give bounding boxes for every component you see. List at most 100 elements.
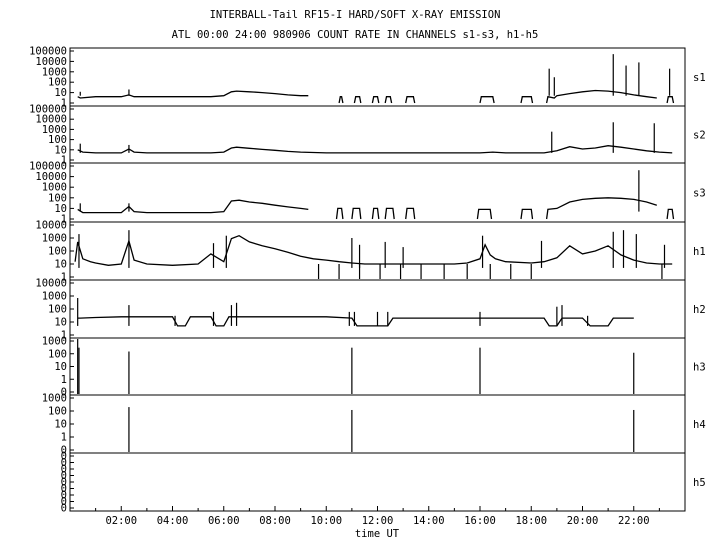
y-tick-label-h5: 0 bbox=[61, 477, 67, 489]
series-line-s1 bbox=[353, 96, 362, 104]
series-line-s1 bbox=[520, 96, 534, 104]
series-line-s3 bbox=[476, 208, 493, 220]
y-tick-label-h3: 1 bbox=[61, 374, 67, 386]
y-tick-label-h2: 10000 bbox=[35, 278, 67, 290]
channel-label-h4: h4 bbox=[693, 419, 706, 431]
y-tick-label-s3: 1000 bbox=[42, 182, 67, 194]
y-tick-label-h2: 100 bbox=[48, 304, 67, 316]
channel-label-s2: s2 bbox=[693, 130, 706, 142]
y-tick-label-s1: 100 bbox=[48, 77, 67, 89]
y-tick-label-s3: 100000 bbox=[29, 161, 67, 173]
y-tick-label-h5: 0 bbox=[61, 464, 67, 476]
y-tick-label-s2: 100 bbox=[48, 134, 67, 146]
y-tick-label-s1: 10 bbox=[54, 87, 67, 99]
y-tick-label-h1: 1 bbox=[61, 272, 67, 284]
y-tick-label-h4: 100 bbox=[48, 406, 67, 418]
y-tick-label-h4: 1000 bbox=[42, 393, 67, 405]
y-tick-label-h3: 0 bbox=[61, 387, 67, 399]
series-line-s1 bbox=[77, 90, 309, 99]
channel-label-h2: h2 bbox=[693, 304, 706, 316]
channel-label-h3: h3 bbox=[693, 362, 706, 374]
x-tick-label: 02:00 bbox=[105, 515, 137, 527]
y-tick-label-h2: 1000 bbox=[42, 291, 67, 303]
y-tick-label-h3: 100 bbox=[48, 348, 67, 360]
y-tick-label-h4: 0 bbox=[61, 445, 67, 457]
y-tick-label-h5: 0 bbox=[61, 483, 67, 495]
y-tick-label-h5: 0 bbox=[61, 496, 67, 508]
y-tick-label-s1: 100000 bbox=[29, 46, 67, 58]
channel-label-h5: h5 bbox=[693, 477, 706, 489]
panels-group: 100000100001000100101s110000010000100010… bbox=[29, 46, 706, 515]
x-tick-label: 10:00 bbox=[310, 515, 342, 527]
y-tick-label-h1: 10000 bbox=[35, 220, 67, 232]
series-line-s3 bbox=[405, 207, 416, 220]
chart-title: INTERBALL-Tail RF15-I HARD/SOFT X-RAY EM… bbox=[210, 9, 501, 21]
x-tick-label: 20:00 bbox=[567, 515, 599, 527]
y-tick-label-h1: 10 bbox=[54, 259, 67, 271]
series-line-s3 bbox=[371, 207, 380, 220]
y-tick-label-h1: 100 bbox=[48, 246, 67, 258]
y-tick-label-h2: 1 bbox=[61, 330, 67, 342]
x-tick-label: 04:00 bbox=[157, 515, 189, 527]
series-line-s3 bbox=[384, 207, 395, 220]
x-tick-label: 12:00 bbox=[362, 515, 394, 527]
y-tick-label-h5: 0 bbox=[61, 503, 67, 515]
y-tick-label-h5: 0 bbox=[61, 490, 67, 502]
y-tick-label-h5: 0 bbox=[61, 470, 67, 482]
series-line-s3 bbox=[351, 207, 362, 220]
y-tick-label-h3: 1000 bbox=[42, 336, 67, 348]
y-tick-label-s1: 10000 bbox=[35, 56, 67, 68]
channel-label-s1: s1 bbox=[693, 72, 706, 84]
y-tick-label-h2: 10 bbox=[54, 317, 67, 329]
y-tick-label-s3: 10 bbox=[54, 203, 67, 215]
y-tick-label-s2: 10 bbox=[54, 144, 67, 156]
x-tick-label: 06:00 bbox=[208, 515, 240, 527]
y-tick-label-h4: 1 bbox=[61, 432, 67, 444]
series-line-s1 bbox=[479, 96, 495, 104]
y-tick-label-s3: 100 bbox=[48, 192, 67, 204]
series-line-s1 bbox=[384, 96, 393, 104]
series-line-s3 bbox=[666, 208, 675, 220]
y-tick-label-h5: 0 bbox=[61, 451, 67, 463]
y-tick-label-s2: 1 bbox=[61, 155, 67, 167]
y-tick-label-h1: 1000 bbox=[42, 233, 67, 245]
x-axis: 02:00 04:00 06:00 08:00 10:00 12:00 14:00 16:00… bbox=[95, 506, 660, 527]
series-line-s1 bbox=[338, 96, 344, 104]
x-tick-label: 22:00 bbox=[618, 515, 650, 527]
x-tick-label: 16:00 bbox=[464, 515, 496, 527]
series-line-s3 bbox=[335, 207, 344, 220]
y-tick-label-s3: 1 bbox=[61, 214, 67, 226]
x-tick-label: 14:00 bbox=[413, 515, 445, 527]
series-line-s3 bbox=[520, 208, 534, 220]
chart-subtitle: ATL 00:00 24:00 980906 COUNT RATE IN CHA… bbox=[172, 29, 539, 41]
x-axis-label: time UT bbox=[355, 528, 400, 540]
series-line-s1 bbox=[666, 96, 675, 104]
y-tick-label-s2: 100000 bbox=[29, 104, 67, 116]
channel-label-s3: s3 bbox=[693, 188, 706, 200]
y-tick-label-s1: 1 bbox=[61, 98, 67, 110]
series-line-s2 bbox=[77, 145, 673, 154]
series-line-s1 bbox=[371, 96, 380, 104]
series-line-h2 bbox=[77, 316, 634, 327]
y-tick-label-s2: 10000 bbox=[35, 114, 67, 126]
x-tick-label: 08:00 bbox=[259, 515, 291, 527]
y-tick-label-h5: 0 bbox=[61, 457, 67, 469]
series-line-h1 bbox=[74, 234, 673, 266]
channel-label-h1: h1 bbox=[693, 246, 706, 258]
y-tick-label-s1: 1000 bbox=[42, 66, 67, 78]
y-tick-label-s3: 10000 bbox=[35, 171, 67, 183]
series-line-s3 bbox=[77, 199, 309, 214]
series-line-s1 bbox=[545, 89, 657, 104]
y-tick-label-s2: 1000 bbox=[42, 124, 67, 136]
series-line-s1 bbox=[405, 96, 416, 104]
y-tick-label-h3: 10 bbox=[54, 361, 67, 373]
series-line-s3 bbox=[545, 197, 657, 220]
y-tick-label-h4: 10 bbox=[54, 419, 67, 431]
